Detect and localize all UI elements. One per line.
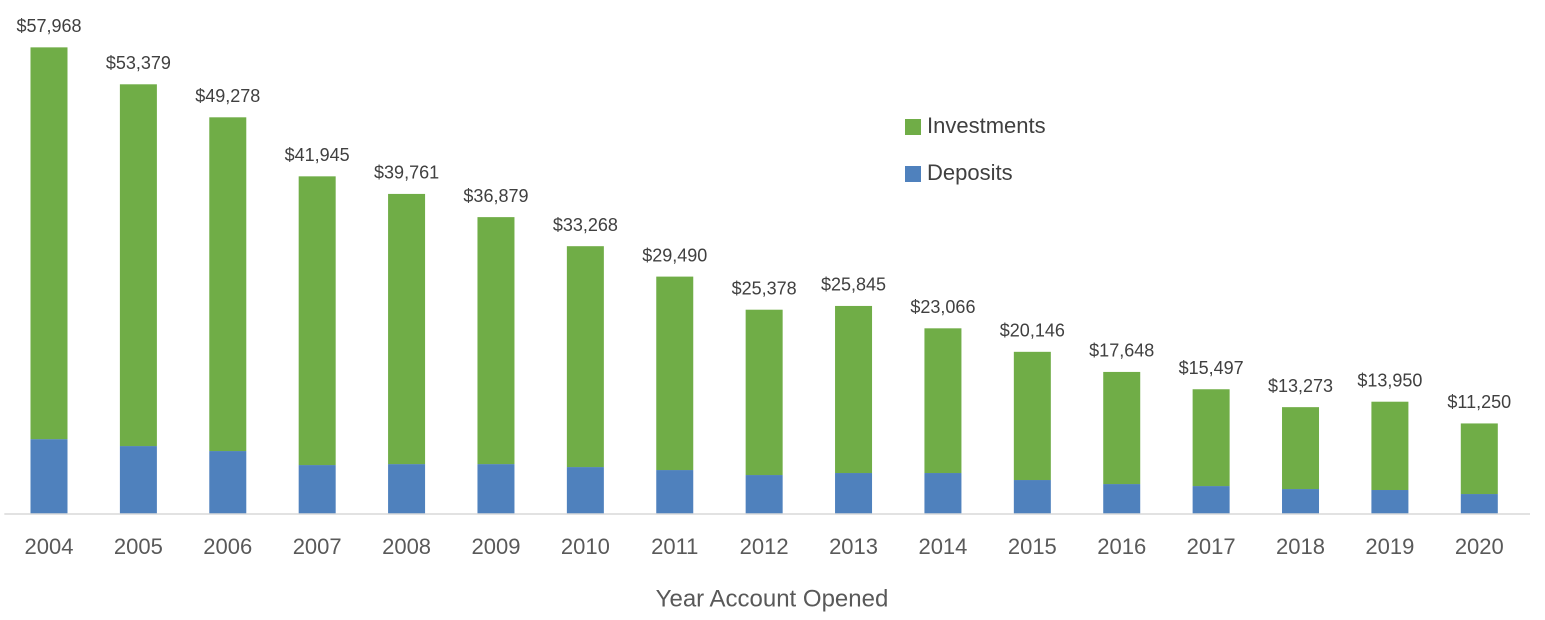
bar-segment [1371, 490, 1409, 514]
bar-segment [119, 84, 157, 447]
legend-label: Investments [927, 113, 1046, 138]
x-tick-label: 2009 [471, 534, 520, 559]
x-tick-label: 2017 [1187, 534, 1236, 559]
bar-segment [209, 117, 247, 452]
bar-segment [30, 439, 68, 514]
total-label: $41,945 [285, 145, 350, 165]
bar-segment [119, 446, 157, 514]
total-label: $11,250 [1447, 392, 1511, 412]
bar-segment [30, 47, 68, 440]
x-axis-title: Year Account Opened [656, 585, 889, 612]
bar-segment [209, 451, 247, 514]
x-tick-label: 2019 [1365, 534, 1414, 559]
bar-segment [298, 176, 336, 466]
bar-segment [1371, 401, 1409, 491]
x-tick-label: 2008 [382, 534, 431, 559]
bar-segment [1282, 489, 1320, 514]
bar-segment [1192, 486, 1230, 514]
bar-segment [835, 473, 873, 514]
x-tick-label: 2018 [1276, 534, 1325, 559]
bar-segment [566, 467, 604, 514]
bar-segment [1282, 407, 1320, 490]
x-tick-label: 2013 [829, 534, 878, 559]
legend-swatch [905, 119, 921, 135]
total-label: $20,146 [1000, 321, 1065, 341]
total-label: $13,273 [1268, 376, 1333, 396]
bar-segment [835, 305, 873, 474]
total-label: $57,968 [16, 16, 81, 36]
bar-segment [656, 276, 694, 471]
bar-segment [1103, 484, 1141, 514]
x-tick-label: 2007 [293, 534, 342, 559]
total-label: $33,268 [553, 215, 618, 235]
bar-segment [745, 475, 783, 514]
bar-segment [924, 328, 962, 474]
total-label: $17,648 [1089, 341, 1154, 361]
bar-segment [1103, 371, 1141, 485]
x-tick-label: 2004 [25, 534, 74, 559]
bar-segment [477, 464, 515, 514]
bar-segment [745, 309, 783, 476]
bar-segment [477, 217, 515, 465]
bar-segment [1192, 389, 1230, 487]
legend-swatch [905, 166, 921, 182]
total-label: $25,378 [732, 278, 797, 298]
bar-segment [1013, 480, 1051, 514]
bar-segment [298, 465, 336, 514]
total-label: $36,879 [463, 186, 528, 206]
x-tick-label: 2011 [651, 534, 698, 559]
bar-segment [1013, 351, 1051, 481]
x-tick-label: 2020 [1455, 534, 1504, 559]
total-label: $13,950 [1357, 370, 1422, 390]
total-label: $49,278 [195, 86, 260, 106]
x-tick-label: 2012 [740, 534, 789, 559]
x-tick-label: 2005 [114, 534, 163, 559]
x-tick-label: 2016 [1097, 534, 1146, 559]
bar-segment [388, 464, 426, 514]
total-label: $39,761 [374, 163, 439, 183]
legend-label: Deposits [927, 160, 1013, 185]
bar-segment [1460, 494, 1498, 514]
bar-segment [388, 193, 426, 465]
x-tick-label: 2015 [1008, 534, 1057, 559]
total-label: $25,845 [821, 275, 886, 295]
x-tick-label: 2006 [203, 534, 252, 559]
total-label: $29,490 [642, 245, 707, 265]
x-tick-label: 2010 [561, 534, 610, 559]
bar-segment [1460, 423, 1498, 495]
bar-segment [566, 246, 604, 468]
bar-segment [924, 473, 962, 514]
total-label: $53,379 [106, 53, 171, 73]
bar-segment [656, 470, 694, 514]
x-tick-label: 2014 [918, 534, 967, 559]
total-label: $15,497 [1179, 358, 1244, 378]
total-label: $23,066 [910, 297, 975, 317]
